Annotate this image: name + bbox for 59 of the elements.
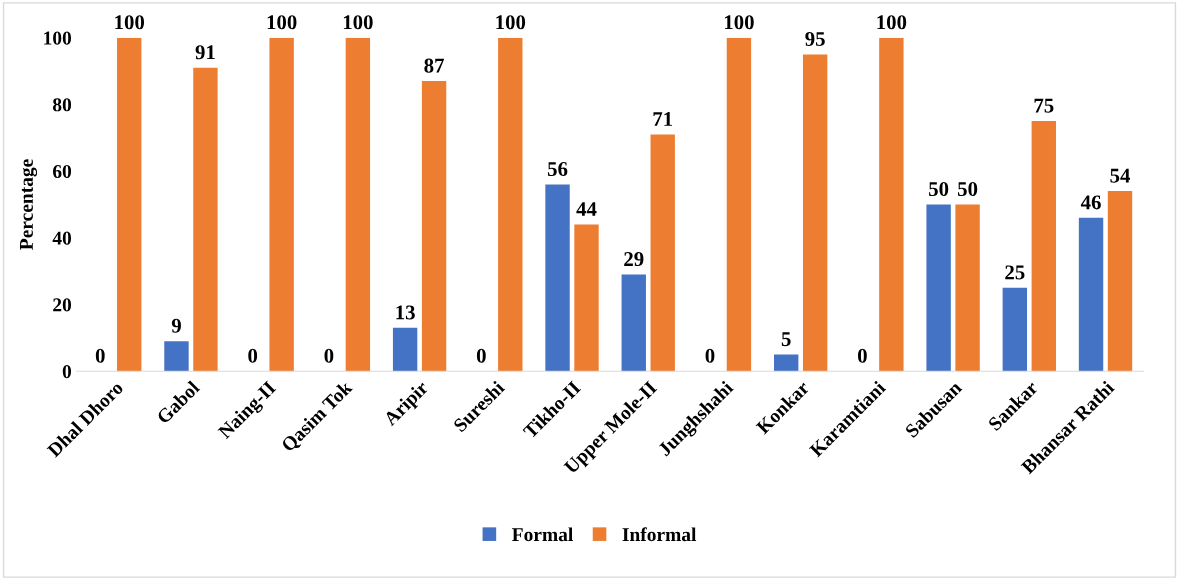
data-label: 75: [1034, 98, 1054, 113]
data-label: 44: [576, 202, 597, 216]
bar: [879, 37, 904, 372]
data-label: 0: [705, 348, 715, 363]
y-tick-label: 20: [53, 298, 72, 312]
data-label: 9: [171, 318, 181, 333]
bar: [1002, 287, 1028, 372]
y-tick-label: 80: [52, 98, 72, 112]
bar: [726, 37, 752, 372]
bar: [193, 67, 218, 372]
data-label: 50: [957, 181, 978, 197]
data-label: 13: [396, 305, 415, 320]
bar: [1078, 217, 1104, 372]
bar: [802, 54, 828, 372]
data-label: 46: [1080, 195, 1101, 210]
bar: [421, 81, 447, 372]
data-label: 29: [624, 252, 644, 267]
data-label: 0: [476, 348, 486, 363]
data-label: 100: [877, 15, 907, 30]
bar: [1107, 191, 1133, 372]
bar: [345, 37, 371, 372]
bar: [773, 354, 799, 372]
data-label: 56: [547, 162, 568, 177]
y-tick-label: 100: [44, 31, 72, 45]
data-label: 0: [95, 348, 105, 363]
data-label: 5: [781, 332, 791, 347]
data-label: 25: [1005, 265, 1025, 280]
data-label: 71: [653, 112, 673, 126]
data-label: 95: [805, 31, 825, 46]
bar: [269, 37, 294, 372]
bar: [621, 274, 646, 372]
y-tick-label: 40: [52, 231, 72, 245]
legend-label: Informal: [622, 527, 697, 542]
data-label: 100: [496, 15, 526, 30]
bar: [498, 37, 523, 372]
data-label: 0: [248, 348, 258, 363]
bar: [1031, 121, 1056, 372]
y-axis-title: Percentage: [20, 159, 38, 250]
data-label: 100: [115, 15, 145, 30]
data-label: 100: [267, 15, 297, 30]
data-label: 87: [424, 58, 444, 73]
data-label: 100: [724, 15, 754, 30]
bar: [545, 184, 570, 372]
legend-label: Formal: [512, 527, 573, 542]
bar: [392, 327, 418, 372]
bar: [650, 134, 675, 372]
y-tick-label: 60: [52, 164, 72, 179]
bar: [926, 204, 951, 372]
bar: [574, 224, 599, 372]
data-label: 50: [929, 181, 949, 197]
data-label: 54: [1110, 168, 1131, 183]
bar: [955, 204, 980, 372]
data-label: 0: [857, 348, 867, 363]
bar: [117, 37, 142, 372]
bar: [164, 341, 189, 372]
y-tick-label: 0: [62, 365, 72, 379]
data-label: 0: [324, 348, 334, 363]
data-label: 91: [195, 45, 215, 60]
data-label: 100: [343, 15, 373, 30]
